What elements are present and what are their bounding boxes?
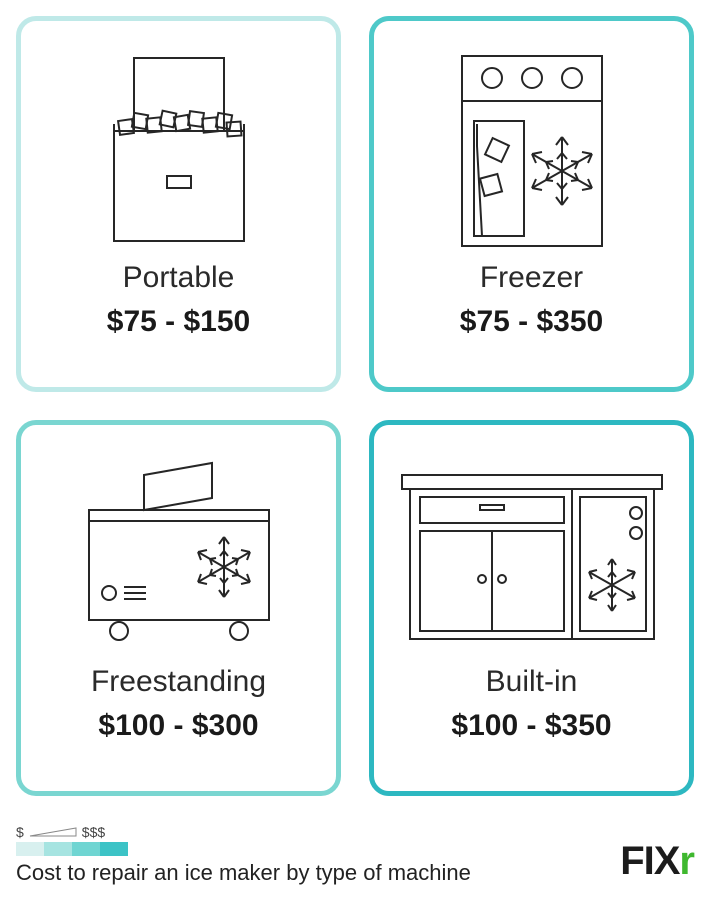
card-portable: Portable $75 - $150 — [16, 16, 341, 392]
swatch — [44, 842, 72, 856]
caption: Cost to repair an ice maker by type of m… — [16, 860, 694, 886]
card-price: $75 - $350 — [460, 305, 603, 339]
card-freezer: Freezer $75 - $350 — [369, 16, 694, 392]
card-freestanding: Freestanding $100 - $300 — [16, 420, 341, 796]
card-price: $75 - $150 — [107, 305, 250, 339]
card-label: Built-in — [486, 665, 578, 699]
card-builtin: Built-in $100 - $350 — [369, 420, 694, 796]
legend-swatches — [16, 842, 694, 856]
swatch — [16, 842, 44, 856]
legend-wedge-icon — [28, 826, 78, 838]
card-label: Portable — [123, 261, 235, 295]
swatch — [100, 842, 128, 856]
fixr-logo: FIXr — [620, 839, 694, 884]
legend-labels: $ $$$ — [16, 824, 694, 840]
builtin-icon — [374, 445, 689, 665]
logo-r: r — [679, 839, 694, 883]
card-label: Freezer — [480, 261, 583, 295]
card-price: $100 - $350 — [451, 709, 611, 743]
legend-high: $$$ — [82, 824, 105, 840]
cards-grid: Portable $75 - $150 — [16, 16, 694, 796]
portable-icon — [21, 41, 336, 261]
footer: $ $$$ Cost to repair an ice maker by typ… — [16, 824, 694, 886]
card-label: Freestanding — [91, 665, 266, 699]
card-price: $100 - $300 — [98, 709, 258, 743]
swatch — [72, 842, 100, 856]
logo-fix: FIX — [620, 839, 679, 883]
freezer-icon — [374, 41, 689, 261]
legend-low: $ — [16, 824, 24, 840]
freestanding-icon — [21, 445, 336, 665]
